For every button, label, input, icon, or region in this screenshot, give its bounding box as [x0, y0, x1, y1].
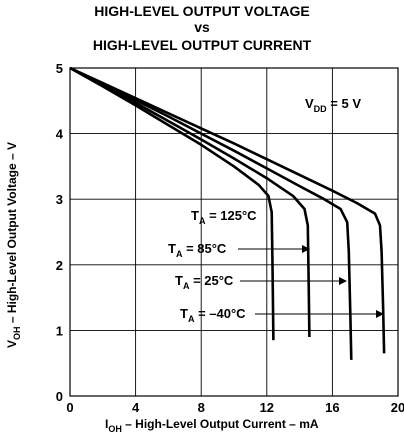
y-axis-ticks: 0 1 2 3 4 5	[56, 61, 64, 404]
y-tick-label-5: 5	[56, 61, 63, 76]
chart-title-line-3: HIGH-LEVEL OUTPUT CURRENT	[92, 37, 312, 53]
y-tick-label-3: 3	[56, 192, 63, 207]
series-line-2	[69, 66, 353, 360]
condition-annotation: VDD = 5 V	[305, 96, 361, 114]
x-tick-label-3: 12	[260, 400, 274, 415]
y-tick-label-0: 0	[56, 389, 63, 404]
grid-lines	[70, 68, 398, 396]
x-tick-label-4: 16	[325, 400, 339, 415]
series-label-0: TA = 125°C	[191, 208, 257, 226]
x-tick-label-0: 0	[66, 400, 73, 415]
series-line-1	[69, 66, 311, 338]
chart-title-line-2: vs	[194, 19, 210, 35]
series-line-3	[69, 66, 386, 354]
series-label-1: TA = 85°C	[168, 241, 227, 259]
series-label-2: TA = 25°C	[175, 273, 234, 291]
y-tick-label-4: 4	[56, 127, 64, 142]
y-tick-label-2: 2	[56, 258, 63, 273]
series-labels: TA = 125°C TA = 85°C TA = 25°C TA = –40°C	[168, 208, 384, 324]
y-tick-label-1: 1	[56, 323, 63, 338]
series-label-3: TA = –40°C	[180, 306, 246, 324]
x-axis-label: IOH – High-Level Output Current – mA	[105, 417, 319, 434]
series-line-0	[69, 66, 275, 341]
chart-title-line-1: HIGH-LEVEL OUTPUT VOLTAGE	[94, 3, 310, 19]
x-tick-label-5: 20	[391, 400, 404, 415]
x-axis-ticks: 0 4 8 12 16 20	[66, 400, 404, 415]
y-axis-label: VOH – High-Level Output Voltage – V	[5, 142, 22, 348]
x-tick-label-1: 4	[132, 400, 140, 415]
plot-area-frame	[69, 67, 399, 397]
series-group	[69, 66, 386, 360]
x-tick-label-2: 8	[198, 400, 205, 415]
